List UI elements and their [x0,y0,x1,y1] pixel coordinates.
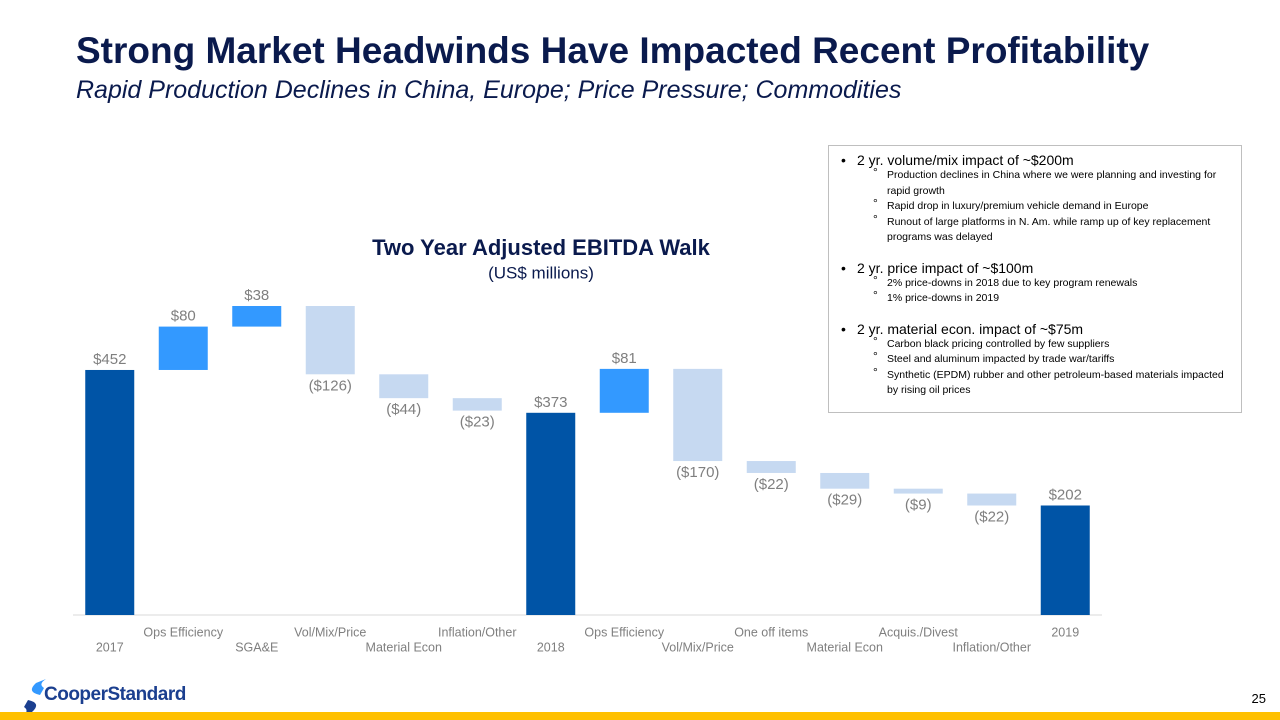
bar [820,472,870,489]
bar [746,461,796,473]
x-tick-label: One off items [734,625,808,639]
notes-box: 2 yr. volume/mix impact of ~$200mProduct… [828,145,1242,413]
note-sub-bullet: Runout of large platforms in N. Am. whil… [841,212,1231,246]
value-label: $373 [534,394,567,411]
value-label: $80 [171,308,196,325]
note-sub-bullet: Steel and aluminum impacted by trade war… [841,349,1231,368]
note-sub-bullet: Carbon black pricing controlled by few s… [841,334,1231,353]
value-label: $202 [1049,486,1082,503]
value-label: ($170) [676,464,719,481]
note-bullet: 2 yr. material econ. impact of ~$75m [841,321,1231,337]
value-label: ($9) [905,497,932,514]
note-sub-bullet: Synthetic (EPDM) rubber and other petrol… [841,365,1231,399]
note-sub-bullet: 1% price-downs in 2019 [841,288,1231,307]
chart-title: Two Year Adjusted EBITDA Walk [372,235,711,260]
note-sub-bullet: Rapid drop in luxury/premium vehicle dem… [841,196,1231,215]
value-label: ($23) [460,414,495,431]
bar [673,368,723,462]
value-label: $38 [244,287,269,304]
note-sub-bullet: Production declines in China where we we… [841,165,1231,199]
note-bullet: 2 yr. price impact of ~$100m [841,260,1231,276]
x-tick-label: Ops Efficiency [143,625,223,639]
value-label: ($22) [754,476,789,493]
bar [967,493,1017,506]
x-tick-label: Vol/Mix/Price [294,625,366,639]
x-tick-label: Material Econ [366,640,442,654]
slide-title: Strong Market Headwinds Have Impacted Re… [76,30,1150,71]
bar [305,306,355,375]
footer-band [0,712,1280,720]
page-number: 25 [1251,691,1266,706]
value-label: ($44) [386,401,421,418]
bar [599,368,649,413]
bar [526,412,576,615]
slide-subtitle: Rapid Production Declines in China, Euro… [76,76,902,104]
bar [1040,505,1090,615]
value-label: $81 [612,350,637,367]
bar [232,306,282,327]
x-tick-label: Acquis./Divest [879,625,959,639]
value-label: ($22) [974,508,1009,525]
note-bullet: 2 yr. volume/mix impact of ~$200m [841,152,1231,168]
x-tick-label: Ops Efficiency [584,625,664,639]
value-label: $452 [93,351,126,368]
x-tick-label: Inflation/Other [438,625,517,639]
x-tick-label: 2018 [537,640,565,654]
chart-subtitle: (US$ millions) [488,263,594,282]
bar [85,369,135,615]
note-group: 2 yr. price impact of ~$100m2% price-dow… [841,260,1231,307]
logo-icon [22,700,37,716]
bar [379,374,429,399]
note-sub-bullet: 2% price-downs in 2018 due to key progra… [841,273,1231,292]
bar [158,326,208,370]
logo: CooperStandard [44,684,186,705]
x-tick-label: 2019 [1051,625,1079,639]
logo-icon [31,679,46,695]
x-tick-label: Inflation/Other [952,640,1031,654]
bar [893,488,943,494]
x-tick-label: Material Econ [807,640,883,654]
value-label: ($29) [827,492,862,509]
value-label: ($126) [309,377,352,394]
x-tick-label: 2017 [96,640,124,654]
bar [452,398,502,411]
x-tick-label: SGA&E [235,640,278,654]
note-group: 2 yr. material econ. impact of ~$75mCarb… [841,321,1231,399]
note-group: 2 yr. volume/mix impact of ~$200mProduct… [841,152,1231,246]
x-tick-label: Vol/Mix/Price [662,640,734,654]
